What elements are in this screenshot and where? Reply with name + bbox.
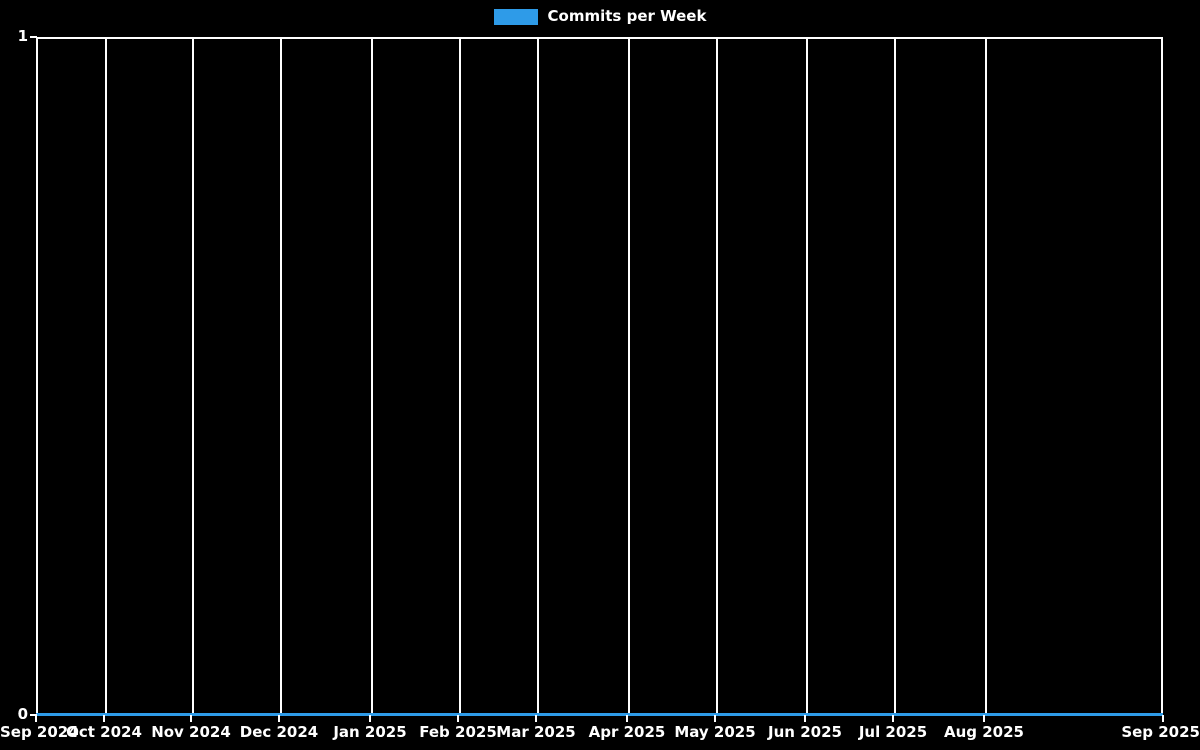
y-tick-label-0: 0	[17, 705, 28, 723]
gridline-oct-2024	[105, 39, 107, 715]
x-tick-mark-sep-2024	[35, 715, 37, 722]
x-tick-label-apr-2025: Apr 2025	[588, 723, 666, 741]
x-tick-mark-oct-2024	[103, 715, 105, 722]
y-tick-label-1: 1	[17, 27, 28, 45]
legend-swatch-commits	[493, 8, 538, 25]
x-tick-mark-jul-2025	[892, 715, 894, 722]
series-line-commits-per-week	[36, 713, 1163, 716]
x-tick-mark-mar-2025	[535, 715, 537, 722]
gridline-nov-2024	[192, 39, 194, 715]
gridline-mar-2025	[537, 39, 539, 715]
x-tick-label-sep-2025: Sep 2025	[1121, 723, 1200, 741]
legend-label-commits: Commits per Week	[547, 7, 707, 25]
x-tick-mark-sep-2025	[1162, 715, 1164, 722]
gridline-apr-2025	[628, 39, 630, 715]
gridline-feb-2025	[459, 39, 461, 715]
plot-area	[36, 37, 1163, 715]
chart-legend: Commits per Week	[0, 0, 1200, 33]
gridline-dec-2024	[280, 39, 282, 715]
x-tick-label-feb-2025: Feb 2025	[419, 723, 497, 741]
x-tick-label-jan-2025: Jan 2025	[333, 723, 407, 741]
x-tick-label-mar-2025: Mar 2025	[496, 723, 576, 741]
x-tick-mark-apr-2025	[626, 715, 628, 722]
x-tick-label-nov-2024: Nov 2024	[151, 723, 231, 741]
x-tick-label-may-2025: May 2025	[674, 723, 756, 741]
x-tick-label-jun-2025: Jun 2025	[768, 723, 842, 741]
x-tick-mark-feb-2025	[457, 715, 459, 722]
x-tick-label-dec-2024: Dec 2024	[239, 723, 319, 741]
gridline-jan-2025	[371, 39, 373, 715]
x-tick-mark-nov-2024	[190, 715, 192, 722]
y-tick-mark-1	[30, 36, 37, 38]
x-tick-mark-aug-2025	[983, 715, 985, 722]
y-tick-mark-0	[30, 714, 37, 716]
x-tick-label-jul-2025: Jul 2025	[858, 723, 928, 741]
gridline-jul-2025	[894, 39, 896, 715]
x-tick-label-oct-2024: Oct 2024	[66, 723, 142, 741]
x-tick-mark-dec-2024	[278, 715, 280, 722]
gridline-may-2025	[716, 39, 718, 715]
x-tick-mark-may-2025	[714, 715, 716, 722]
gridline-aug-2025	[985, 39, 987, 715]
x-tick-mark-jan-2025	[369, 715, 371, 722]
x-tick-mark-jun-2025	[804, 715, 806, 722]
x-tick-label-aug-2025: Aug 2025	[944, 723, 1024, 741]
gridline-jun-2025	[806, 39, 808, 715]
x-tick-label-sep-2024: Sep 2024	[0, 723, 79, 741]
